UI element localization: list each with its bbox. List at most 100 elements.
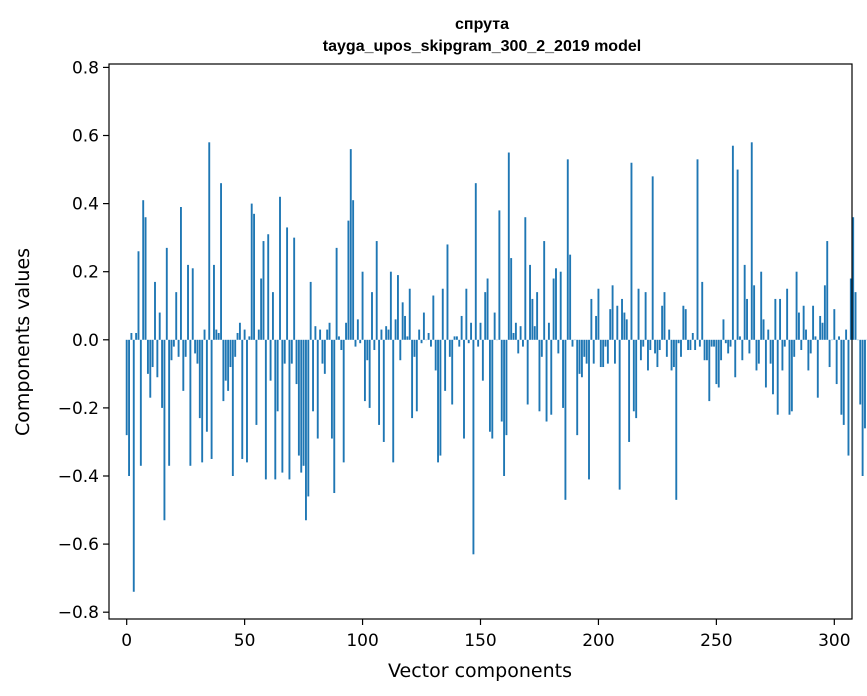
- bar-163: [510, 258, 513, 340]
- x-tick-label: 250: [700, 631, 732, 651]
- x-tick-label: 0: [121, 631, 132, 651]
- bar-235: [680, 339, 682, 357]
- bar-64: [276, 339, 279, 412]
- bar-201: [599, 339, 602, 368]
- bar-67: [283, 339, 286, 364]
- bar-176: [540, 339, 543, 357]
- bar-214: [630, 162, 633, 340]
- bar-1: [128, 339, 130, 476]
- x-axis-label: Vector components: [388, 660, 572, 682]
- bar-294: [819, 315, 822, 340]
- bar-186: [564, 339, 567, 500]
- bar-48: [238, 322, 241, 340]
- bar-100: [361, 271, 364, 340]
- bar-228: [663, 292, 666, 340]
- bar-219: [642, 339, 645, 347]
- bar-143: [463, 339, 465, 439]
- bar-311: [859, 339, 862, 405]
- bar-207: [614, 339, 616, 364]
- bar-108: [380, 329, 383, 340]
- bar-82: [319, 329, 322, 340]
- bar-245: [703, 339, 706, 361]
- bar-40: [220, 183, 222, 340]
- bar-89: [335, 247, 338, 340]
- bar-29: [194, 339, 197, 354]
- bar-225: [656, 339, 659, 368]
- bar-117: [401, 302, 404, 340]
- bar-234: [677, 339, 680, 344]
- bar-101: [363, 339, 366, 402]
- bar-154: [488, 339, 491, 432]
- bar-274: [772, 339, 774, 395]
- bar-203: [604, 339, 607, 347]
- bar-149: [477, 339, 480, 347]
- bar-182: [555, 268, 557, 340]
- bar-114: [394, 319, 397, 340]
- bar-5: [137, 251, 140, 340]
- y-axis-label: Components values: [12, 248, 34, 436]
- bar-102: [366, 339, 369, 361]
- bar-229: [665, 339, 668, 357]
- bar-216: [635, 339, 638, 419]
- bar-18: [168, 339, 171, 466]
- bar-12: [154, 281, 156, 340]
- bar-123: [415, 339, 418, 412]
- bar-30: [196, 339, 199, 364]
- bar-79: [312, 339, 314, 412]
- bar-239: [689, 339, 692, 351]
- bar-236: [682, 305, 685, 340]
- bar-124: [418, 329, 421, 340]
- bar-291: [812, 305, 815, 340]
- bar-130: [432, 295, 435, 340]
- bar-86: [328, 322, 331, 340]
- bar-217: [637, 288, 640, 340]
- bar-44: [229, 339, 232, 368]
- bar-85: [326, 329, 329, 340]
- bar-13: [156, 339, 159, 378]
- bar-56: [257, 329, 260, 340]
- bar-147: [472, 339, 475, 555]
- bar-91: [340, 339, 343, 351]
- bar-116: [399, 339, 402, 361]
- bar-224: [654, 339, 656, 354]
- bar-113: [392, 339, 395, 463]
- bar-150: [479, 322, 482, 340]
- bar-125: [420, 339, 423, 344]
- bar-20: [172, 339, 175, 347]
- bar-247: [708, 339, 711, 402]
- bar-57: [260, 278, 263, 340]
- bar-47: [236, 332, 239, 340]
- bar-7: [142, 200, 145, 340]
- bar-96: [352, 200, 355, 340]
- bar-298: [828, 339, 831, 368]
- bar-194: [583, 339, 586, 357]
- bar-173: [533, 326, 536, 340]
- x-tick-label: 200: [582, 631, 614, 651]
- y-tick-label: −0.6: [58, 535, 99, 555]
- bar-58: [262, 241, 265, 340]
- bar-83: [321, 339, 324, 364]
- bar-122: [413, 339, 416, 357]
- bar-304: [842, 339, 845, 425]
- bar-192: [578, 339, 581, 374]
- bar-241: [694, 339, 697, 351]
- bar-74: [300, 339, 303, 473]
- bar-272: [767, 329, 770, 340]
- bar-244: [701, 281, 704, 340]
- bar-65: [279, 196, 281, 340]
- y-tick-label: 0.2: [72, 263, 99, 283]
- bar-181: [552, 278, 555, 340]
- x-tick-label: 50: [234, 631, 256, 651]
- bar-23: [180, 207, 182, 340]
- bar-84: [323, 339, 326, 374]
- bar-248: [710, 339, 713, 347]
- y-tick-label: 0.8: [72, 58, 99, 78]
- bar-206: [611, 285, 614, 340]
- bar-37: [213, 264, 215, 340]
- bar-36: [210, 339, 213, 459]
- x-axis-ticks: 0 50 100 150 200 250 300: [121, 619, 851, 651]
- bar-53: [250, 203, 253, 340]
- bar-78: [309, 281, 312, 340]
- bar-14: [158, 312, 161, 340]
